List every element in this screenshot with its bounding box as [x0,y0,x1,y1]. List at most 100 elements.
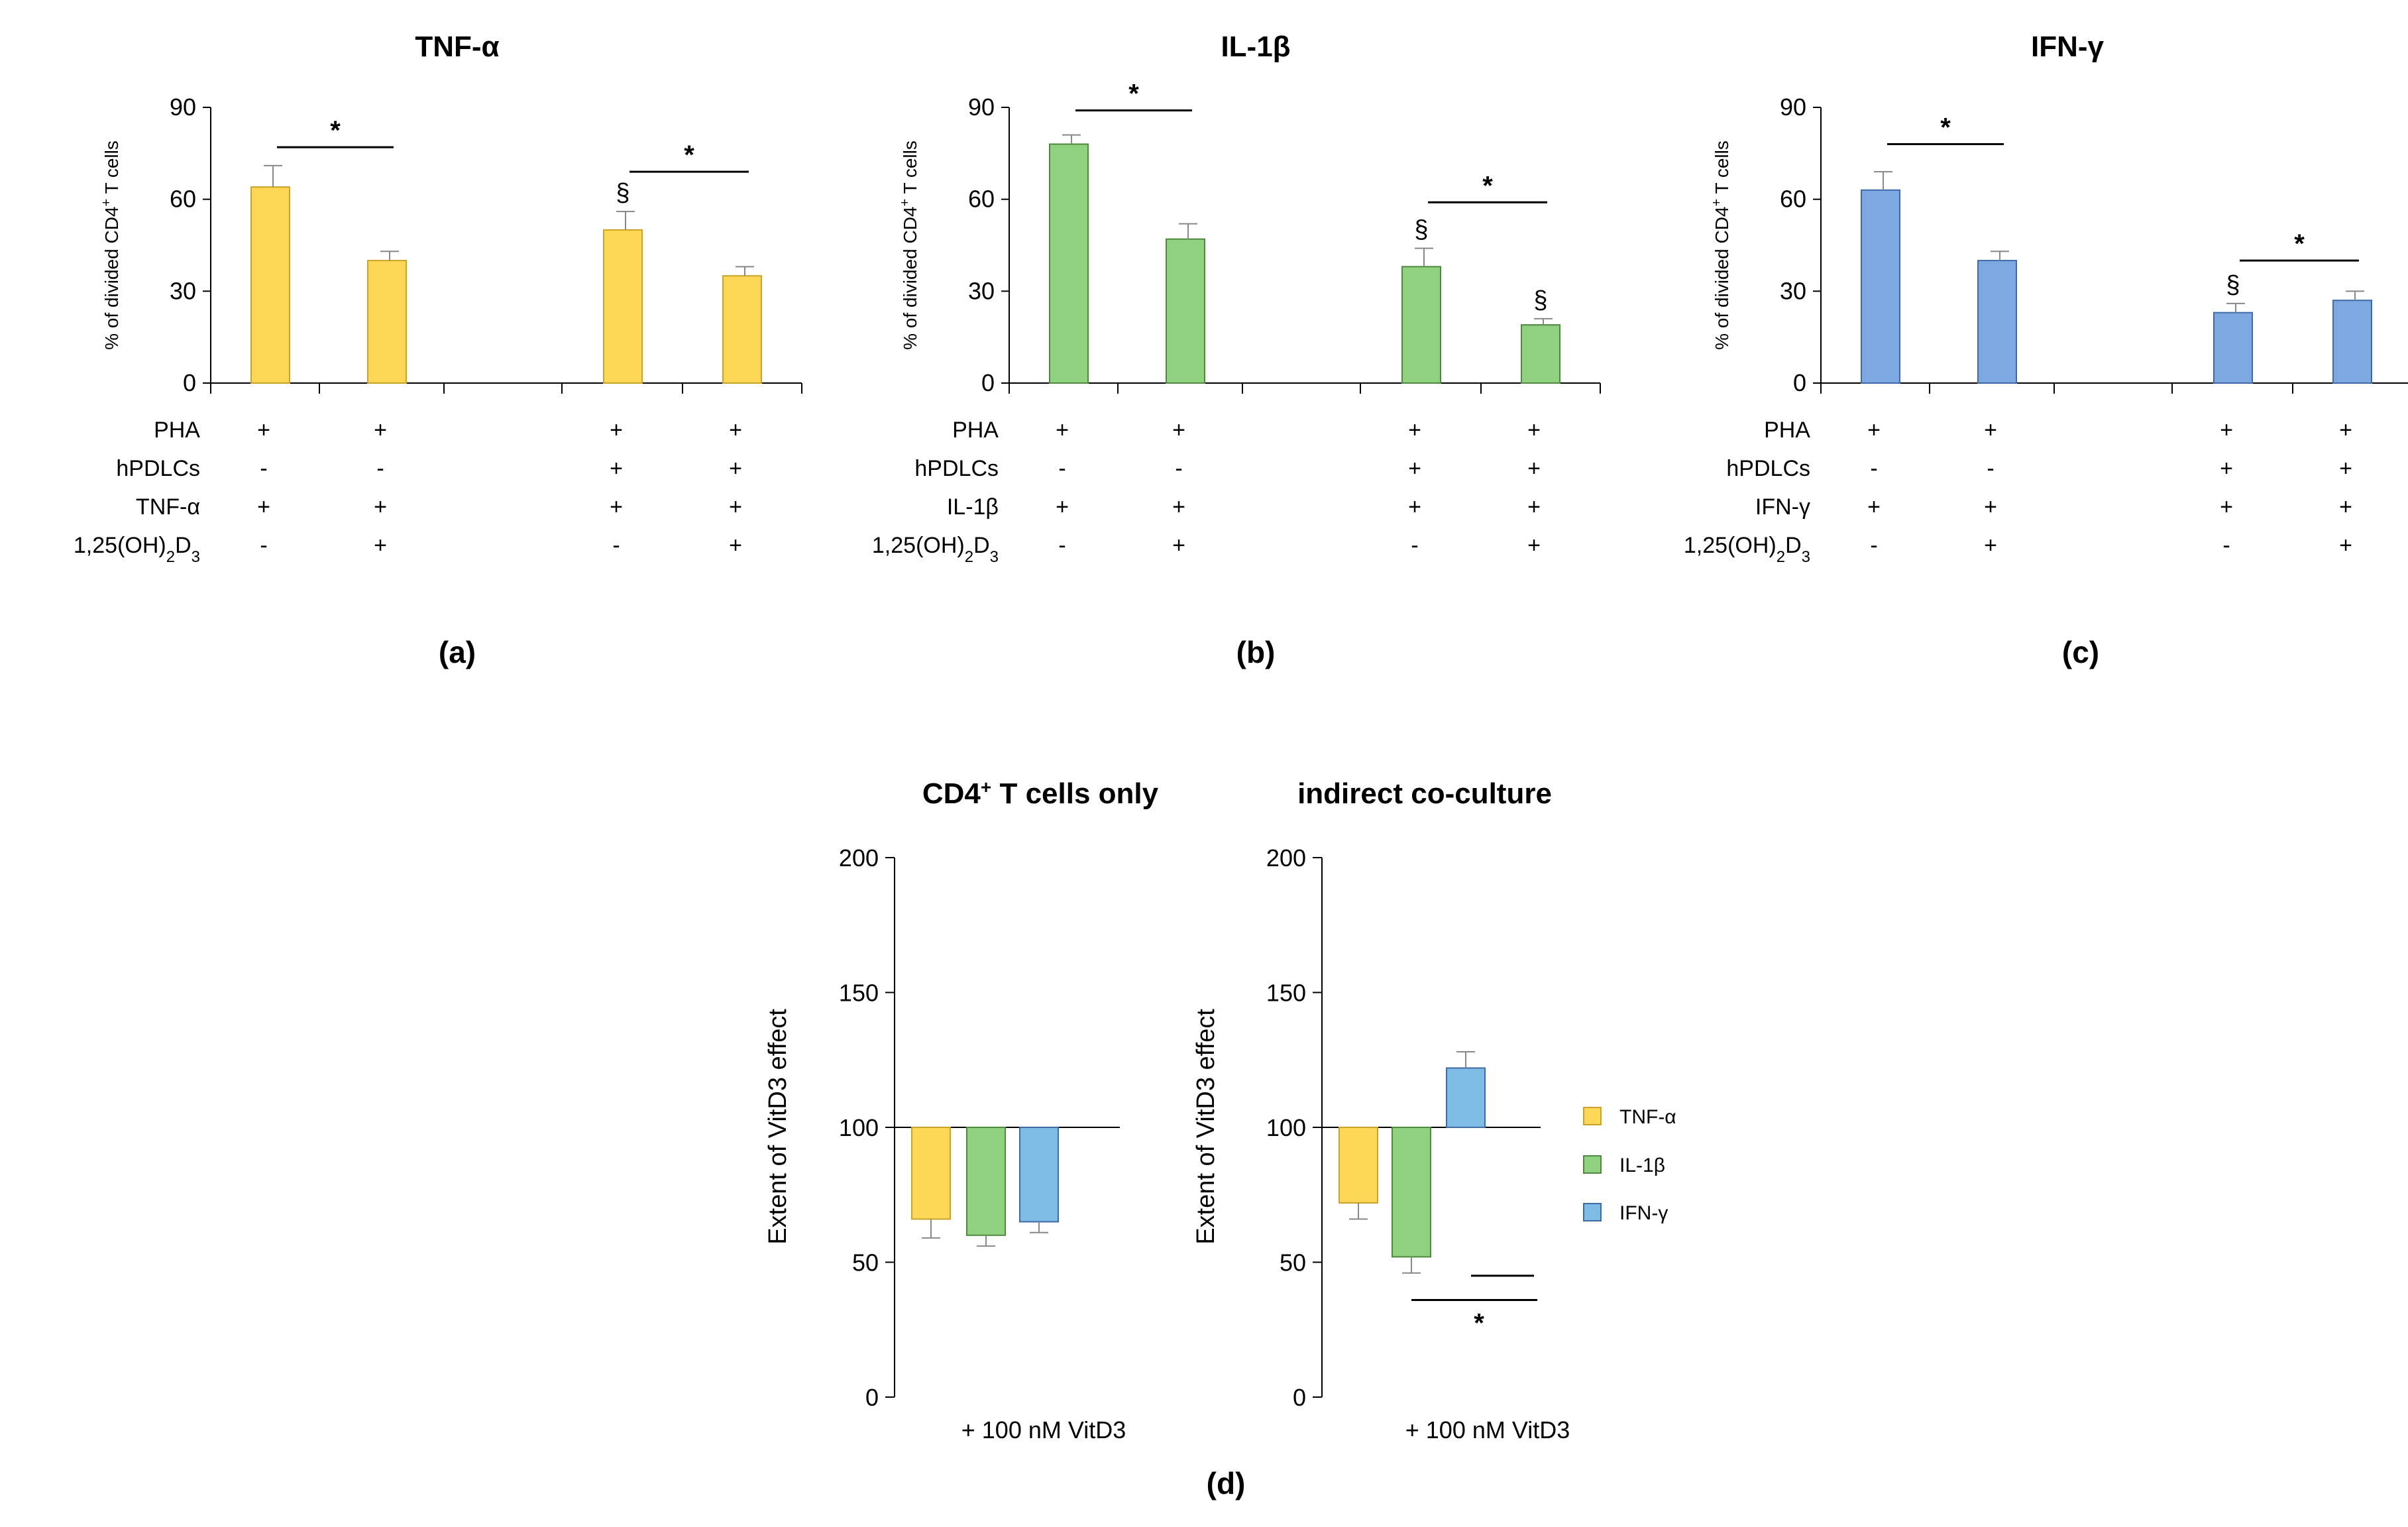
condition-sign: + [374,418,387,443]
condition-sign: + [2339,494,2352,520]
row-label-hpdlcs: hPDLCs [116,456,200,481]
bar [1401,266,1441,384]
row-label-vitd-part: 2 [166,548,175,566]
legend-swatch [1583,1155,1602,1174]
condition-sign: + [1408,494,1421,520]
condition-sign: + [374,533,387,558]
condition-sign: + [610,418,623,443]
condition-sign: - [376,456,384,481]
y-tick-label: 150 [1266,980,1306,1007]
row-label-vitd: 1,25(OH)2D3 [1684,533,1810,566]
y-axis-label: % of divided CD4+ T cells [1710,141,1732,350]
y-tick-label: 0 [183,369,196,396]
condition-sign: + [2220,456,2233,481]
bar [2332,300,2372,384]
y-tick-label: 150 [839,980,879,1007]
chart-title: IL-1β [1221,30,1290,63]
legend-swatch [1583,1107,1602,1125]
condition-sign: + [257,494,270,520]
y-tick-label: 200 [839,844,879,872]
bar [722,275,762,384]
bar [250,186,290,384]
condition-sign: + [729,418,742,443]
panel-label: (a) [439,635,476,669]
y-axis-label: Extent of VitD3 effect [764,1009,792,1245]
condition-sign: + [1984,533,1997,558]
row-label-vitd-part: D [175,533,192,558]
y-tick-label: 60 [968,186,995,213]
y-tick-label: 100 [839,1114,879,1141]
y-axis-label-end: T cells [900,141,920,199]
row-label-vitd-part: 3 [192,548,200,566]
bar [1049,143,1089,384]
significance-star: * [1482,171,1493,200]
y-tick-label: 0 [865,1384,879,1411]
chart-title: TNF-α [415,30,499,63]
condition-sign: + [2339,456,2352,481]
condition-sign: - [260,456,267,481]
significance-star: * [684,141,694,170]
section-mark: § [616,179,629,207]
bar [2213,311,2253,384]
significance-star: * [1940,113,1951,142]
condition-sign: + [2339,418,2352,443]
condition-sign: + [2339,533,2352,558]
row-label-vitd-part: 1,25(OH) [74,533,166,558]
y-tick-label: 90 [968,93,995,121]
condition-sign: + [1527,418,1541,443]
condition-sign: + [1172,418,1185,443]
condition-sign: - [1058,456,1066,481]
y-tick-label: 0 [1293,1384,1306,1411]
condition-sign: + [1867,494,1881,520]
legend-swatch [1583,1203,1602,1221]
y-tick-label: 60 [1780,186,1806,213]
condition-sign: + [1984,418,1997,443]
y-tick-label: 90 [170,93,196,121]
panel-label: (d) [1207,1466,1246,1500]
bar [966,1127,1006,1236]
bar [911,1127,951,1220]
bar [1019,1127,1059,1223]
legend: TNF-α IL-1β IFN-γ [1583,1106,1676,1224]
y-tick-label: 30 [170,277,196,304]
chart-title: indirect co-culture [1297,777,1552,810]
condition-sign: - [612,533,620,558]
bottom-panels: CD4+ T cells only 0 50 100 150 200 Extent of V… [764,777,1676,1501]
y-tick-label: 90 [1780,93,1806,121]
y-axis-label-sup: + [898,199,912,207]
y-axis-label-main: % of divided CD4 [101,207,122,350]
condition-sign: + [374,494,387,520]
section-mark: § [2226,271,2240,299]
row-label-vitd-part: 2 [965,548,973,566]
condition-sign: + [610,456,623,481]
chart-title: CD4+ T cells only [922,777,1159,811]
condition-sign: + [729,456,742,481]
row-label-vitd-part: D [1785,533,1802,558]
row-label-pha: PHA [952,418,999,443]
condition-sign: - [260,533,267,558]
y-tick-label: 60 [170,186,196,213]
condition-sign: - [2222,533,2230,558]
panel-label: (b) [1236,635,1276,669]
condition-sign: - [1870,533,1877,558]
condition-sign: + [257,418,270,443]
condition-sign: + [1172,533,1185,558]
section-mark: § [1414,216,1428,244]
row-label-hpdlcs: hPDLCs [914,456,999,481]
condition-sign: + [1527,456,1541,481]
row-label-hpdlcs: hPDLCs [1726,456,1810,481]
y-tick-label: 50 [852,1249,879,1276]
condition-sign: + [1172,494,1185,520]
condition-sign: + [729,533,742,558]
panel-d-cd4-only: CD4+ T cells only 0 50 100 150 200 Extent of V… [764,777,1159,1444]
bar [1446,1067,1486,1128]
bar [1392,1127,1431,1258]
significance-star: * [330,116,341,145]
legend-label: IL-1β [1619,1155,1665,1176]
condition-sign: + [1408,456,1421,481]
row-label-vitd-part: 3 [990,548,999,566]
condition-sign: + [1867,418,1881,443]
significance-star: * [1128,80,1139,109]
